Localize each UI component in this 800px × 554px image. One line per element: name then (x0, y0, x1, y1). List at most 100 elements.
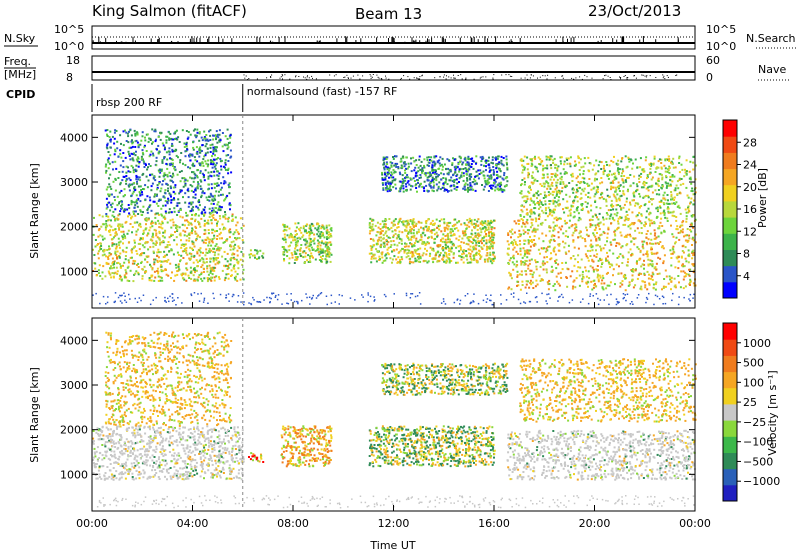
heatmap-cell (674, 241, 677, 244)
heatmap-cell (444, 235, 447, 237)
heatmap-cell (629, 203, 632, 206)
heatmap-cell (653, 222, 656, 225)
heatmap-cell (619, 282, 622, 285)
heatmap-cell (199, 146, 202, 149)
heatmap-cell (435, 183, 438, 186)
heatmap-cell (308, 249, 311, 252)
nave-dot (434, 77, 436, 79)
heatmap-cell (291, 253, 294, 256)
heatmap-cell (467, 236, 470, 239)
heatmap-cell (481, 224, 484, 227)
heatmap-cell (523, 215, 526, 218)
heatmap-cell (189, 167, 192, 170)
heatmap-cell (108, 136, 111, 139)
heatmap-cell (119, 181, 122, 184)
heatmap-cell (133, 273, 136, 276)
heatmap-cell (630, 240, 633, 243)
nave-dot (561, 75, 563, 77)
heatmap-cell (284, 248, 287, 251)
heatmap-cell (414, 166, 417, 169)
heatmap-cell (211, 231, 214, 234)
heatmap-cell (475, 248, 478, 251)
heatmap-cell (196, 187, 199, 190)
heatmap-cell (109, 273, 112, 276)
heatmap-cell (520, 192, 523, 195)
heatmap-cell (103, 237, 106, 240)
heatmap-cell (296, 256, 299, 258)
heatmap-cell (135, 270, 138, 273)
heatmap-cell (431, 176, 434, 179)
heatmap-cell (197, 220, 200, 223)
heatmap-cell (385, 158, 388, 160)
heatmap-cell (212, 152, 215, 155)
heatmap-cell (407, 223, 410, 226)
heatmap-cell (156, 236, 159, 239)
heatmap-cell (156, 193, 158, 196)
heatmap-cell (610, 188, 612, 191)
heatmap-cell (392, 220, 395, 223)
heatmap-cell (209, 174, 212, 177)
heatmap-cell (295, 245, 297, 248)
heatmap-cell (433, 241, 436, 244)
heatmap-cell (668, 275, 671, 278)
heatmap-cell (129, 158, 132, 161)
heatmap-cell (529, 269, 532, 272)
heatmap-cell (215, 258, 218, 261)
heatmap-cell (436, 245, 439, 248)
heatmap-cell (487, 246, 490, 249)
heatmap-cell (469, 183, 472, 186)
heatmap-cell (508, 259, 511, 262)
heatmap-cell (638, 174, 641, 177)
heatmap-cell (394, 218, 397, 221)
heatmap-cell (212, 214, 215, 216)
heatmap-cell (403, 165, 406, 168)
heatmap-cell (242, 268, 245, 271)
heatmap-cell (452, 225, 455, 227)
heatmap-cell (581, 188, 584, 191)
heatmap-cell (413, 221, 416, 224)
heatmap-cell (129, 171, 132, 173)
heatmap-cell (404, 249, 407, 252)
heatmap-cell (151, 128, 154, 131)
heatmap-cell (490, 161, 493, 164)
heatmap-cell (431, 166, 434, 169)
heatmap-cell (584, 266, 587, 269)
heatmap-cell (129, 129, 132, 132)
heatmap-cell (442, 173, 445, 176)
heatmap-cell (113, 272, 116, 275)
heatmap-cell (214, 198, 217, 201)
heatmap-cell (489, 251, 492, 254)
heatmap-cell (472, 237, 475, 240)
heatmap-cell (436, 161, 439, 164)
heatmap-cell (110, 265, 112, 268)
heatmap-cell (320, 231, 323, 233)
heatmap-cell (185, 219, 188, 222)
heatmap-cell (380, 232, 383, 235)
heatmap-cell (186, 137, 189, 140)
heatmap-cell (481, 227, 484, 230)
heatmap-cell (564, 251, 567, 254)
heatmap-cell (217, 247, 220, 249)
heatmap-cell (208, 250, 211, 253)
heatmap-cell (219, 157, 222, 160)
heatmap-cell (171, 144, 174, 147)
heatmap-cell (319, 250, 322, 253)
heatmap-cell (400, 238, 403, 241)
heatmap-cell (441, 168, 444, 171)
heatmap-cell (448, 258, 451, 261)
heatmap-cell (555, 216, 558, 219)
nave-dot (306, 76, 308, 78)
heatmap-cell (668, 171, 671, 174)
heatmap-cell (218, 133, 221, 136)
heatmap-cell (325, 232, 328, 235)
heatmap-cell (371, 219, 374, 222)
heatmap-cell (543, 185, 546, 188)
heatmap-cell (200, 266, 203, 268)
heatmap-cell (214, 146, 217, 149)
heatmap-cell (370, 261, 373, 264)
nave-dot (453, 77, 455, 79)
heatmap-cell (416, 240, 419, 243)
heatmap-cell (192, 171, 195, 174)
heatmap-cell (155, 160, 158, 163)
heatmap-cell (465, 172, 468, 175)
